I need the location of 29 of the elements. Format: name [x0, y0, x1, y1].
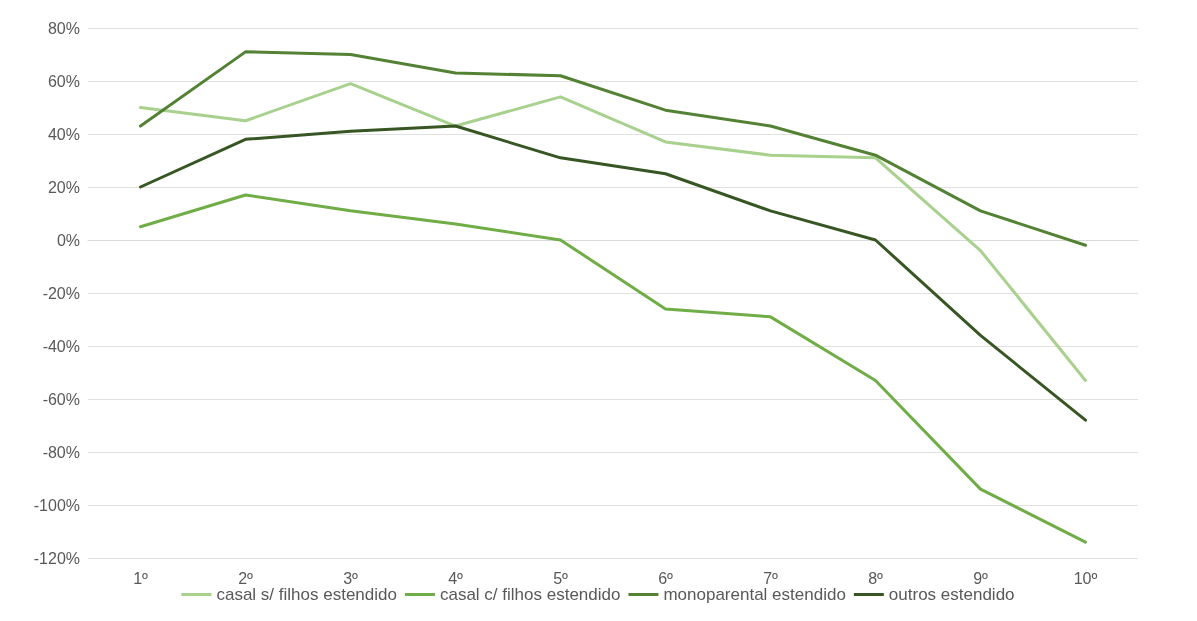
legend-label: monoparental estendido — [663, 585, 846, 604]
legend-label: casal s/ filhos estendido — [216, 585, 397, 604]
y-tick-label: 0% — [56, 231, 80, 249]
legend-label: outros estendido — [888, 585, 1015, 604]
line-series — [139, 50, 1087, 247]
y-tick-label: 20% — [47, 178, 80, 196]
y-tick-label: 40% — [47, 125, 80, 143]
x-tick-label: 10º — [1073, 569, 1098, 587]
y-tick-label: 60% — [47, 72, 80, 90]
legend-label: casal c/ filhos estendido — [439, 585, 621, 604]
y-tick-label: -100% — [33, 496, 80, 514]
y-tick-label: 80% — [47, 19, 80, 37]
x-tick-label: 8º — [868, 569, 884, 587]
x-tick-label: 2º — [238, 569, 254, 587]
y-tick-label: -60% — [42, 390, 80, 408]
x-tick-label: 3º — [343, 569, 359, 587]
line-series — [139, 82, 1087, 382]
y-tick-label: -40% — [42, 337, 80, 355]
x-tick-label: 6º — [658, 569, 674, 587]
x-tick-label: 1º — [133, 569, 149, 587]
x-tick-label: 7º — [763, 569, 779, 587]
line-series — [139, 124, 1087, 422]
y-tick-label: -80% — [42, 443, 80, 461]
y-tick-label: -20% — [42, 284, 80, 302]
x-tick-label: 9º — [973, 569, 989, 587]
line-series — [139, 193, 1087, 544]
x-tick-label: 5º — [553, 569, 569, 587]
y-tick-label: -120% — [33, 549, 80, 567]
x-tick-label: 4º — [448, 569, 464, 587]
